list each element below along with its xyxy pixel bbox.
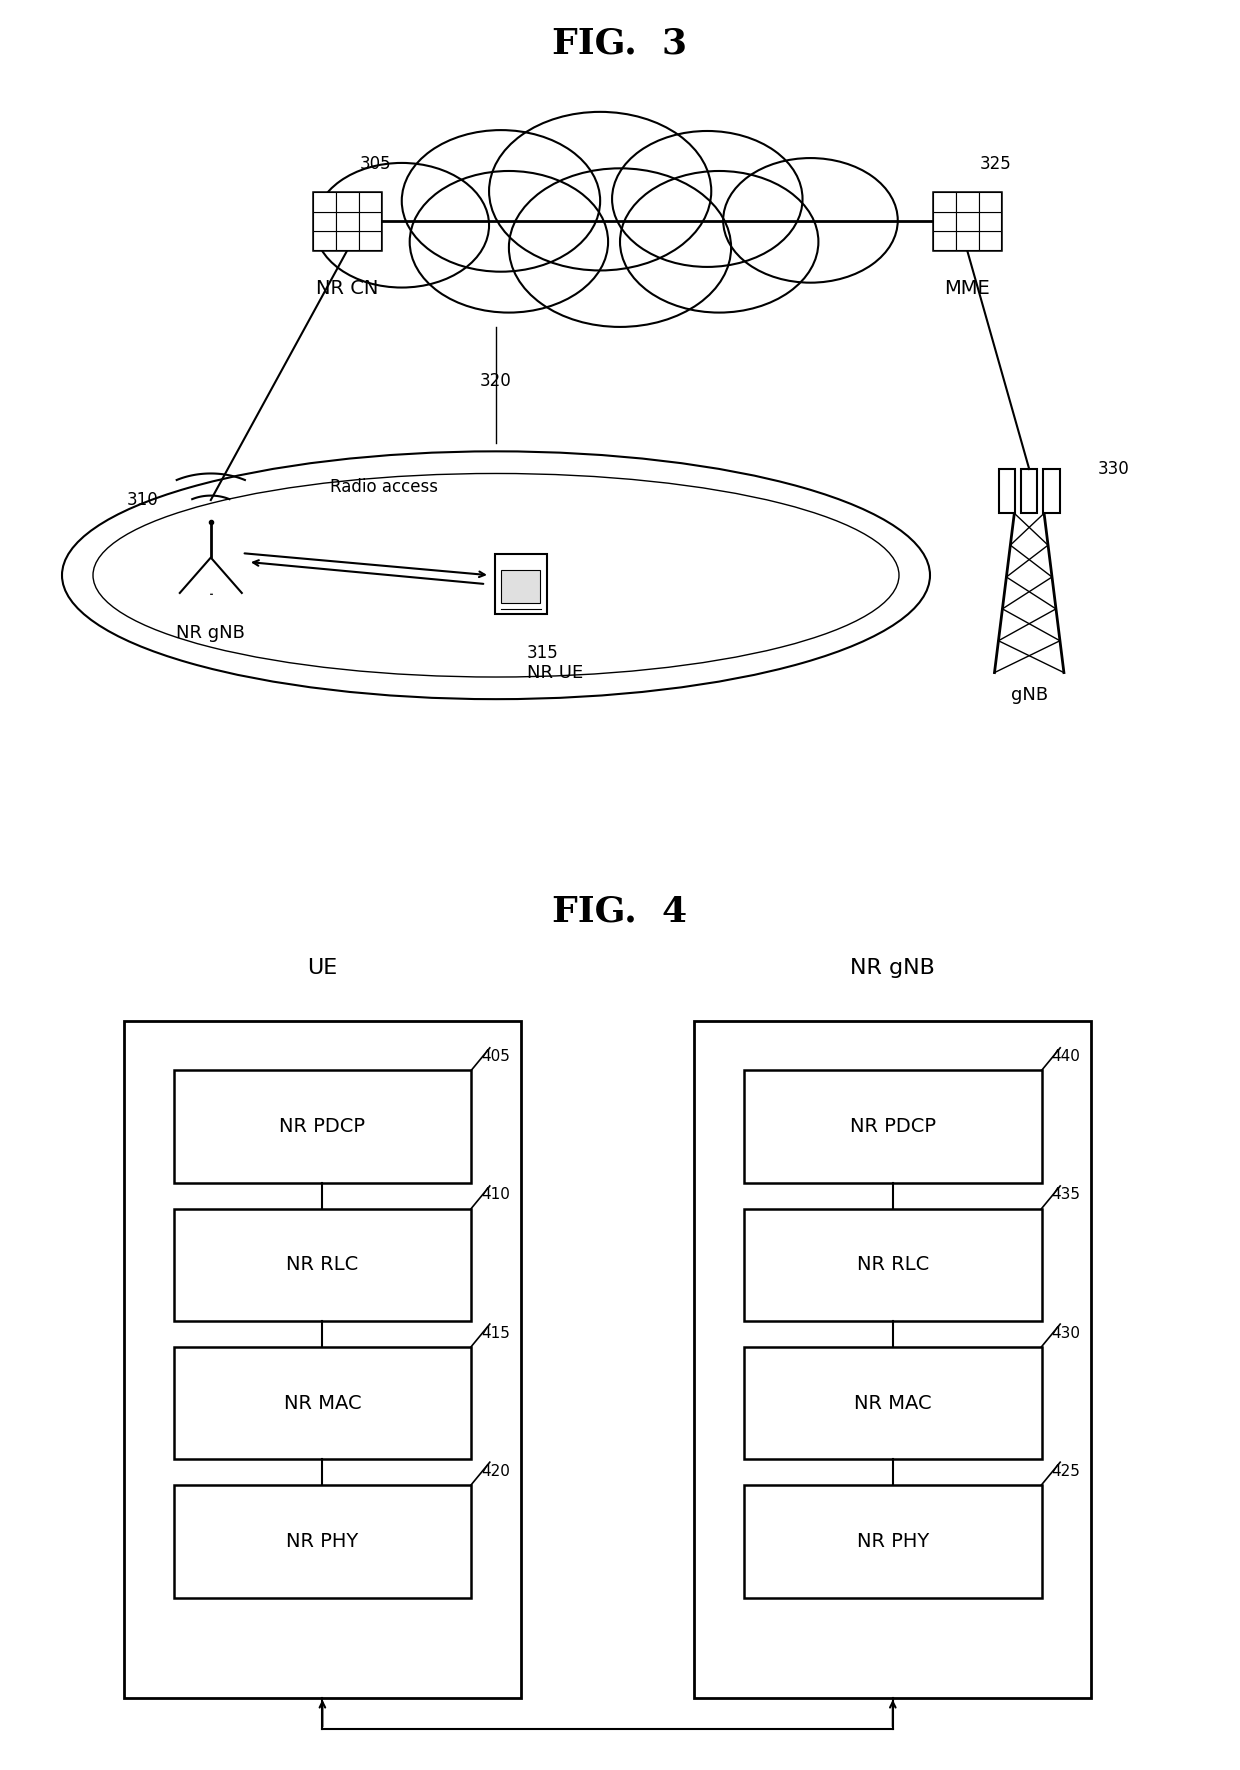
Text: 310: 310 (126, 490, 159, 510)
Text: 435: 435 (1052, 1188, 1080, 1202)
Bar (312, 193, 382, 250)
Text: 430: 430 (1052, 1326, 1080, 1340)
Circle shape (613, 131, 802, 267)
Text: NR RLC: NR RLC (286, 1255, 358, 1274)
Text: 420: 420 (481, 1464, 510, 1478)
Text: 325: 325 (980, 154, 1012, 172)
Bar (978, 230, 1002, 250)
Text: NR PHY: NR PHY (286, 1531, 358, 1551)
Bar (932, 212, 956, 230)
Text: NR UE: NR UE (527, 664, 583, 681)
Text: 405: 405 (481, 1050, 510, 1064)
Bar (336, 212, 358, 230)
Bar (744, 1071, 1042, 1182)
Bar (124, 1021, 521, 1697)
Text: NR gNB: NR gNB (176, 623, 246, 643)
Bar (174, 1347, 471, 1460)
Bar (174, 1485, 471, 1598)
Bar (358, 212, 382, 230)
Text: 315: 315 (527, 644, 559, 662)
Text: MME: MME (945, 278, 990, 297)
Bar (336, 230, 358, 250)
Text: FIG.  4: FIG. 4 (553, 894, 687, 929)
Text: Radio access: Radio access (330, 478, 439, 496)
Bar (956, 193, 978, 212)
Text: gNB: gNB (1011, 685, 1048, 704)
Bar (956, 230, 978, 250)
Bar (174, 1209, 471, 1322)
Text: 415: 415 (481, 1326, 510, 1340)
Bar (358, 193, 382, 212)
Text: NR MAC: NR MAC (854, 1393, 931, 1412)
Text: 425: 425 (1052, 1464, 1080, 1478)
Circle shape (620, 172, 818, 313)
Bar (932, 230, 956, 250)
Bar (312, 193, 336, 212)
Polygon shape (180, 558, 242, 593)
Bar (932, 193, 956, 212)
Bar (312, 212, 336, 230)
Bar (999, 469, 1016, 513)
Text: NR gNB: NR gNB (851, 958, 935, 977)
Text: NR CN: NR CN (316, 278, 378, 297)
Text: NR PDCP: NR PDCP (279, 1117, 366, 1136)
Bar (336, 193, 358, 212)
Bar (744, 1209, 1042, 1322)
Text: NR MAC: NR MAC (284, 1393, 361, 1412)
Circle shape (409, 172, 608, 313)
Text: NR RLC: NR RLC (857, 1255, 929, 1274)
Text: 330: 330 (1097, 460, 1130, 478)
Text: UE: UE (308, 958, 337, 977)
Bar (978, 212, 1002, 230)
Circle shape (723, 158, 898, 283)
Bar (174, 1071, 471, 1182)
Bar (978, 193, 1002, 212)
Bar (358, 230, 382, 250)
Text: 320: 320 (480, 372, 512, 389)
Bar (694, 1021, 1091, 1697)
Bar (744, 1485, 1042, 1598)
Bar (312, 230, 336, 250)
Circle shape (489, 112, 712, 271)
Bar (956, 212, 978, 230)
Text: NR PHY: NR PHY (857, 1531, 929, 1551)
Circle shape (402, 131, 600, 271)
Bar (744, 1347, 1042, 1460)
Bar (495, 554, 547, 614)
Circle shape (315, 163, 489, 287)
Circle shape (508, 168, 732, 327)
Text: 410: 410 (481, 1188, 510, 1202)
Text: 305: 305 (360, 154, 392, 172)
Bar (1022, 469, 1038, 513)
Text: FIG.  3: FIG. 3 (553, 27, 687, 60)
Bar (1044, 469, 1060, 513)
Text: 440: 440 (1052, 1050, 1080, 1064)
Bar (501, 570, 541, 604)
Text: NR PDCP: NR PDCP (849, 1117, 936, 1136)
Bar (932, 193, 1001, 250)
